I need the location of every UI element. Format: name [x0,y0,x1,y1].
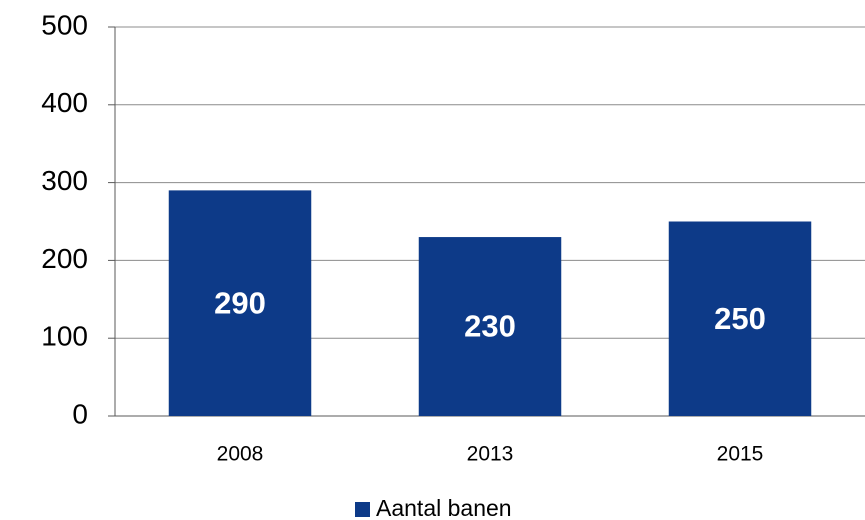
bar [668,221,812,416]
x-tick-label: 2008 [217,443,264,466]
y-tick-label: 400 [41,87,88,118]
legend-swatch [355,502,370,517]
data-label: 230 [464,309,516,344]
x-tick-label: 2013 [467,443,514,466]
y-tick-label: 0 [72,398,88,429]
y-tick-label: 300 [41,165,88,196]
y-tick-label: 100 [41,321,88,352]
legend-label: Aantal banen [376,495,512,520]
y-tick-label: 500 [41,9,88,40]
bar [418,237,562,416]
data-label: 250 [714,301,766,336]
x-tick-label: 2015 [717,443,764,466]
data-label: 290 [214,285,266,320]
y-tick-label: 200 [41,243,88,274]
bar [168,190,312,416]
